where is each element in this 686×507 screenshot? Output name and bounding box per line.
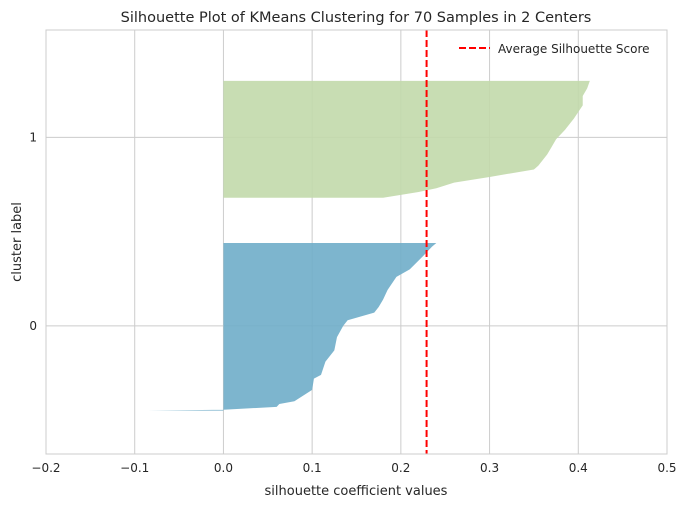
x-axis-label: silhouette coefficient values bbox=[265, 484, 448, 499]
x-tick-label: 0.4 bbox=[569, 461, 588, 475]
legend: Average Silhouette Score bbox=[459, 42, 650, 56]
legend-label: Average Silhouette Score bbox=[498, 42, 650, 56]
y-tick-label: 1 bbox=[29, 130, 37, 144]
y-tick-label: 0 bbox=[29, 319, 37, 333]
chart-title: Silhouette Plot of KMeans Clustering for… bbox=[121, 10, 592, 26]
x-tick-label: 0.2 bbox=[391, 461, 410, 475]
x-tick-label: 0.1 bbox=[303, 461, 322, 475]
tick-label-layer: −0.2 −0.1 0.0 0.1 0.2 0.3 0.4 0.5 0 1 bbox=[29, 130, 676, 475]
x-tick-label: 0.0 bbox=[214, 461, 233, 475]
plot-frame bbox=[45, 29, 668, 455]
silhouette-area-cluster-1 bbox=[223, 80, 590, 198]
y-axis-label: cluster label bbox=[10, 202, 25, 282]
series-layer bbox=[148, 80, 590, 411]
x-tick-label: −0.2 bbox=[31, 461, 60, 475]
x-tick-label: 0.5 bbox=[657, 461, 676, 475]
silhouette-area-cluster-0 bbox=[148, 242, 437, 411]
x-tick-label: 0.3 bbox=[480, 461, 499, 475]
x-tick-label: −0.1 bbox=[120, 461, 149, 475]
